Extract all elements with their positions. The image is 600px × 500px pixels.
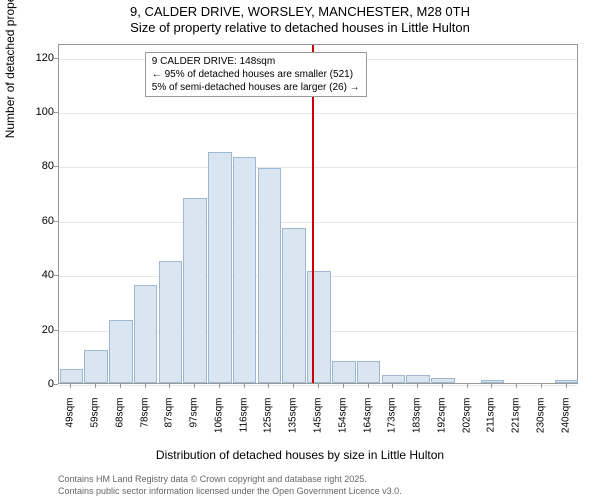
- histogram-bar: [233, 157, 257, 383]
- histogram-bar: [60, 369, 84, 383]
- y-tick-label: 40: [24, 269, 54, 281]
- y-tick-label: 100: [24, 106, 54, 118]
- x-tick-label: 240sqm: [560, 398, 571, 448]
- x-tick-mark: [343, 384, 344, 388]
- histogram-bar: [159, 261, 183, 383]
- x-tick-mark: [392, 384, 393, 388]
- x-tick-label: 125sqm: [263, 398, 274, 448]
- y-tick-label: 120: [24, 52, 54, 64]
- y-tick-mark: [54, 166, 58, 167]
- x-tick-label: 49sqm: [65, 398, 76, 448]
- histogram-bar: [282, 228, 306, 383]
- x-tick-label: 164sqm: [362, 398, 373, 448]
- x-tick-mark: [244, 384, 245, 388]
- histogram-bar: [332, 361, 356, 383]
- x-tick-mark: [219, 384, 220, 388]
- x-tick-label: 221sqm: [511, 398, 522, 448]
- annotation-line2: ← 95% of detached houses are smaller (52…: [152, 68, 360, 81]
- x-tick-label: 68sqm: [114, 398, 125, 448]
- marker-annotation: 9 CALDER DRIVE: 148sqm ← 95% of detached…: [145, 52, 367, 97]
- y-tick-mark: [54, 58, 58, 59]
- y-tick-mark: [54, 384, 58, 385]
- y-tick-label: 80: [24, 160, 54, 172]
- x-tick-label: 59sqm: [90, 398, 101, 448]
- grid-line: [59, 167, 577, 168]
- x-tick-label: 154sqm: [337, 398, 348, 448]
- chart-container: 9, CALDER DRIVE, WORSLEY, MANCHESTER, M2…: [0, 0, 600, 500]
- x-axis-label: Distribution of detached houses by size …: [0, 448, 600, 462]
- histogram-bar: [109, 320, 133, 383]
- x-tick-mark: [318, 384, 319, 388]
- y-tick-mark: [54, 330, 58, 331]
- x-tick-mark: [70, 384, 71, 388]
- chart-title-sub: Size of property relative to detached ho…: [0, 20, 600, 35]
- x-tick-label: 173sqm: [387, 398, 398, 448]
- x-tick-mark: [368, 384, 369, 388]
- histogram-bar: [307, 271, 331, 383]
- histogram-bar: [431, 378, 455, 383]
- x-tick-mark: [194, 384, 195, 388]
- histogram-bar: [84, 350, 108, 383]
- x-tick-mark: [566, 384, 567, 388]
- histogram-bar: [382, 375, 406, 383]
- x-tick-mark: [95, 384, 96, 388]
- x-tick-label: 192sqm: [436, 398, 447, 448]
- footer-line2: Contains public sector information licen…: [58, 486, 402, 496]
- histogram-bar: [357, 361, 381, 383]
- histogram-bar: [406, 375, 430, 383]
- x-tick-mark: [417, 384, 418, 388]
- x-tick-label: 106sqm: [213, 398, 224, 448]
- x-tick-label: 87sqm: [164, 398, 175, 448]
- x-tick-mark: [467, 384, 468, 388]
- x-tick-label: 211sqm: [486, 398, 497, 448]
- annotation-line1: 9 CALDER DRIVE: 148sqm: [152, 55, 360, 68]
- x-tick-mark: [516, 384, 517, 388]
- x-tick-mark: [145, 384, 146, 388]
- x-tick-label: 145sqm: [313, 398, 324, 448]
- x-tick-mark: [169, 384, 170, 388]
- x-tick-label: 183sqm: [412, 398, 423, 448]
- y-tick-label: 20: [24, 324, 54, 336]
- grid-line: [59, 113, 577, 114]
- annotation-line3: 5% of semi-detached houses are larger (2…: [152, 81, 360, 94]
- x-tick-label: 78sqm: [139, 398, 150, 448]
- footer-line1: Contains HM Land Registry data © Crown c…: [58, 474, 367, 484]
- x-tick-mark: [120, 384, 121, 388]
- histogram-bar: [258, 168, 282, 383]
- histogram-bar: [481, 380, 505, 383]
- grid-line: [59, 222, 577, 223]
- x-tick-mark: [442, 384, 443, 388]
- x-tick-label: 230sqm: [535, 398, 546, 448]
- x-tick-label: 135sqm: [288, 398, 299, 448]
- histogram-bar: [183, 198, 207, 383]
- x-tick-label: 97sqm: [189, 398, 200, 448]
- y-tick-mark: [54, 221, 58, 222]
- x-tick-label: 202sqm: [461, 398, 472, 448]
- y-tick-mark: [54, 275, 58, 276]
- histogram-bar: [555, 380, 579, 383]
- histogram-bar: [134, 285, 158, 383]
- x-tick-mark: [293, 384, 294, 388]
- y-tick-label: 0: [24, 378, 54, 390]
- x-tick-mark: [268, 384, 269, 388]
- x-tick-mark: [541, 384, 542, 388]
- y-tick-label: 60: [24, 215, 54, 227]
- histogram-bar: [208, 152, 232, 383]
- x-tick-label: 116sqm: [238, 398, 249, 448]
- x-tick-mark: [491, 384, 492, 388]
- y-axis-label: Number of detached properties: [3, 0, 17, 138]
- chart-title-main: 9, CALDER DRIVE, WORSLEY, MANCHESTER, M2…: [0, 4, 600, 19]
- y-tick-mark: [54, 112, 58, 113]
- plot-area: 9 CALDER DRIVE: 148sqm ← 95% of detached…: [58, 44, 578, 384]
